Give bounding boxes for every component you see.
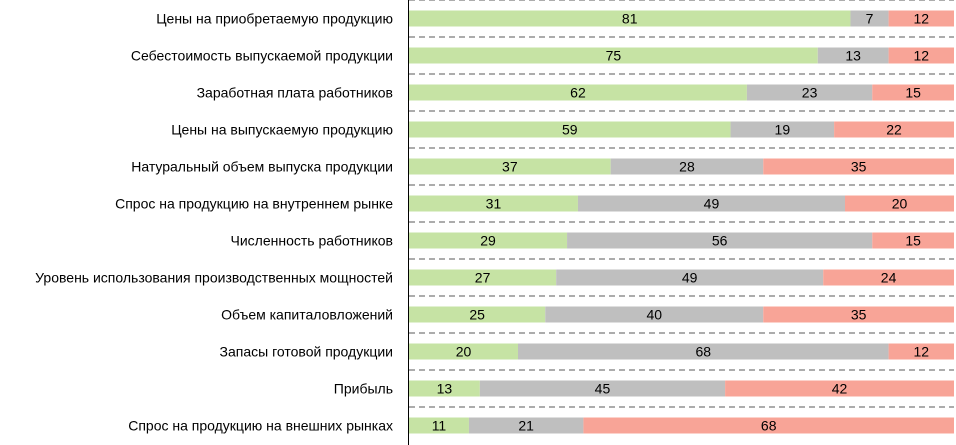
data-label: 12: [914, 48, 930, 64]
bar-segment: [730, 121, 835, 138]
bar-segment: [725, 380, 954, 397]
category-labels: Цены на приобретаемую продукцию Себестоим…: [35, 11, 393, 434]
category-label: Себестоимость выпускаемой продукции: [131, 48, 393, 64]
bar-segment: [409, 232, 568, 249]
bar-segment: [888, 47, 954, 64]
category-label: Спрос на продукцию на внешних рынках: [128, 418, 393, 434]
data-label: 31: [486, 196, 502, 212]
data-label: 13: [437, 381, 453, 397]
data-label: 25: [469, 307, 485, 323]
bar-segment: [468, 417, 584, 434]
category-label: Уровень использования производственных м…: [35, 270, 393, 286]
bar-segment: [746, 84, 873, 101]
bar-segment: [567, 232, 873, 249]
bar-segment: [888, 10, 954, 27]
bar-segment: [872, 84, 954, 101]
data-label: 62: [570, 85, 586, 101]
bar-segment: [409, 121, 731, 138]
category-label: Запасы готовой продукции: [220, 344, 393, 360]
data-label: 45: [595, 381, 611, 397]
data-label: 24: [881, 270, 897, 286]
bar-segment: [409, 47, 818, 64]
data-label: 22: [886, 122, 902, 138]
data-label: 19: [775, 122, 791, 138]
data-label: 15: [905, 85, 921, 101]
data-label: 28: [679, 159, 695, 175]
data-label: 7: [866, 11, 874, 27]
category-label: Прибыль: [334, 381, 393, 397]
data-label: 68: [696, 344, 712, 360]
bar-segment: [409, 417, 469, 434]
data-label: 23: [802, 85, 818, 101]
data-label: 29: [480, 233, 496, 249]
bar-segment: [577, 195, 845, 212]
data-label: 42: [832, 381, 848, 397]
data-label: 40: [646, 307, 662, 323]
bars: 81 7 12 75 13 12 62 23 15 59 19 22 37 28 35 31 49 20 29 56 1…: [409, 10, 954, 434]
category-label: Цены на выпускаемую продукцию: [171, 122, 393, 138]
bar-segment: [763, 306, 954, 323]
data-label: 15: [905, 233, 921, 249]
data-label: 75: [606, 48, 622, 64]
data-label: 13: [845, 48, 861, 64]
bar-segment: [409, 306, 546, 323]
bar-segment: [518, 343, 889, 360]
bar-segment: [409, 269, 557, 286]
data-label: 37: [502, 159, 518, 175]
bar-segment: [823, 269, 954, 286]
data-label: 35: [851, 159, 867, 175]
bar-segment: [763, 158, 954, 175]
grid-lines: [409, 0, 954, 408]
category-label: Заработная плата работников: [197, 85, 393, 101]
category-label: Численность работников: [231, 233, 394, 249]
bar-segment: [834, 121, 954, 138]
data-label: 20: [892, 196, 908, 212]
bar-segment: [817, 47, 889, 64]
data-label: 21: [518, 418, 534, 434]
bar-segment: [545, 306, 764, 323]
bar-segment: [409, 195, 578, 212]
bar-segment: [409, 10, 851, 27]
category-label: Натуральный объем выпуска продукции: [131, 159, 393, 175]
data-label: 11: [432, 418, 447, 434]
data-label: 68: [761, 418, 777, 434]
data-label: 49: [704, 196, 720, 212]
data-label: 59: [562, 122, 578, 138]
bar-segment: [479, 380, 726, 397]
category-label: Спрос на продукцию на внутреннем рынке: [115, 196, 393, 212]
data-label: 20: [456, 344, 472, 360]
category-label: Цены на приобретаемую продукцию: [156, 11, 393, 27]
bar-segment: [409, 84, 747, 101]
data-label: 12: [914, 11, 930, 27]
bar-segment: [872, 232, 954, 249]
data-label: 12: [914, 344, 930, 360]
bar-segment: [610, 158, 764, 175]
data-label: 27: [475, 270, 491, 286]
bar-segment: [556, 269, 824, 286]
data-label: 49: [682, 270, 698, 286]
data-label: 35: [851, 307, 867, 323]
bar-segment: [409, 343, 518, 360]
bar-segment: [845, 195, 954, 212]
bar-segment: [583, 417, 954, 434]
bar-segment: [409, 380, 480, 397]
category-label: Объем капиталовложений: [221, 307, 393, 323]
data-label: 56: [712, 233, 728, 249]
bar-segment: [888, 343, 954, 360]
bar-segment: [409, 158, 611, 175]
data-label: 81: [622, 11, 638, 27]
bar-segment: [850, 10, 889, 27]
